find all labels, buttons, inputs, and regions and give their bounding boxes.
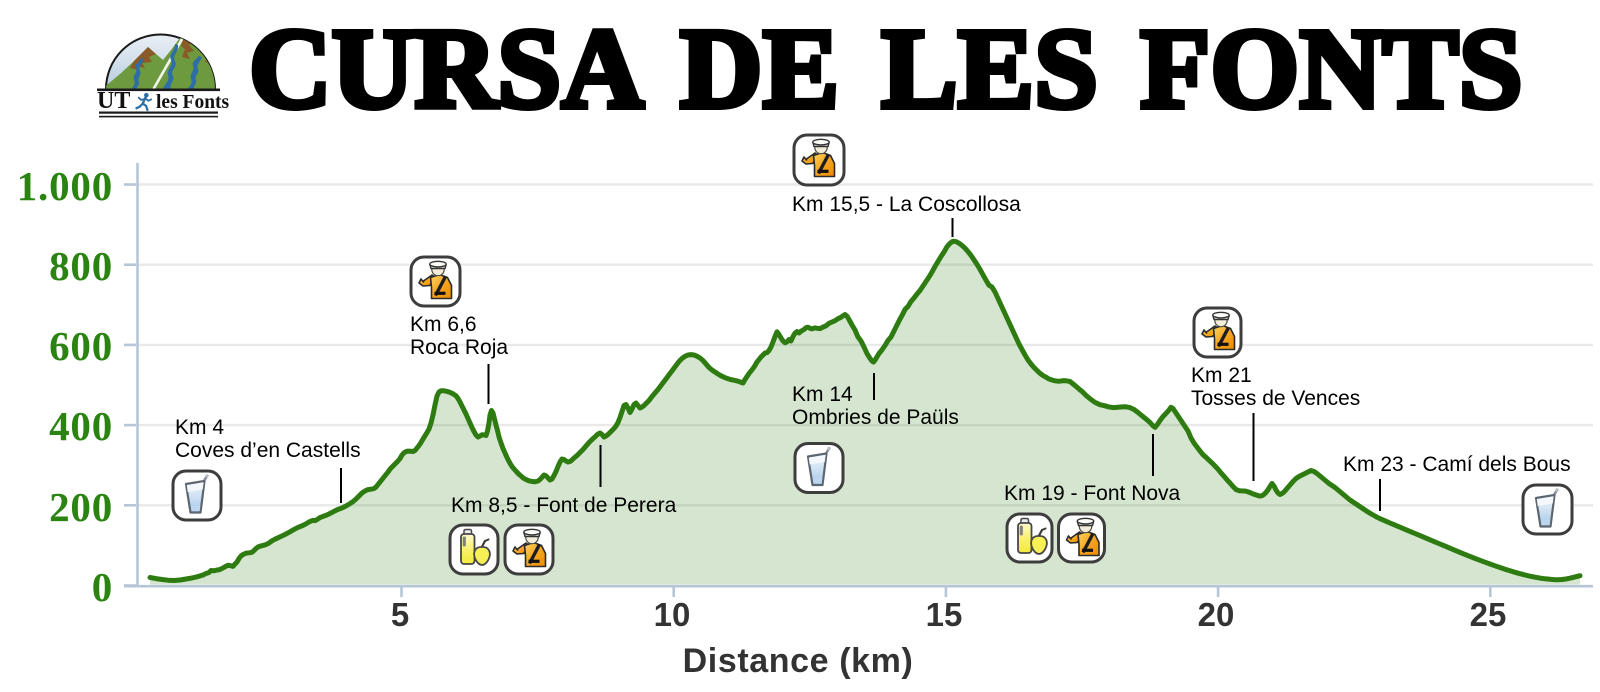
svg-text:UT: UT xyxy=(97,88,130,114)
svg-text:les Fonts: les Fonts xyxy=(156,92,230,113)
